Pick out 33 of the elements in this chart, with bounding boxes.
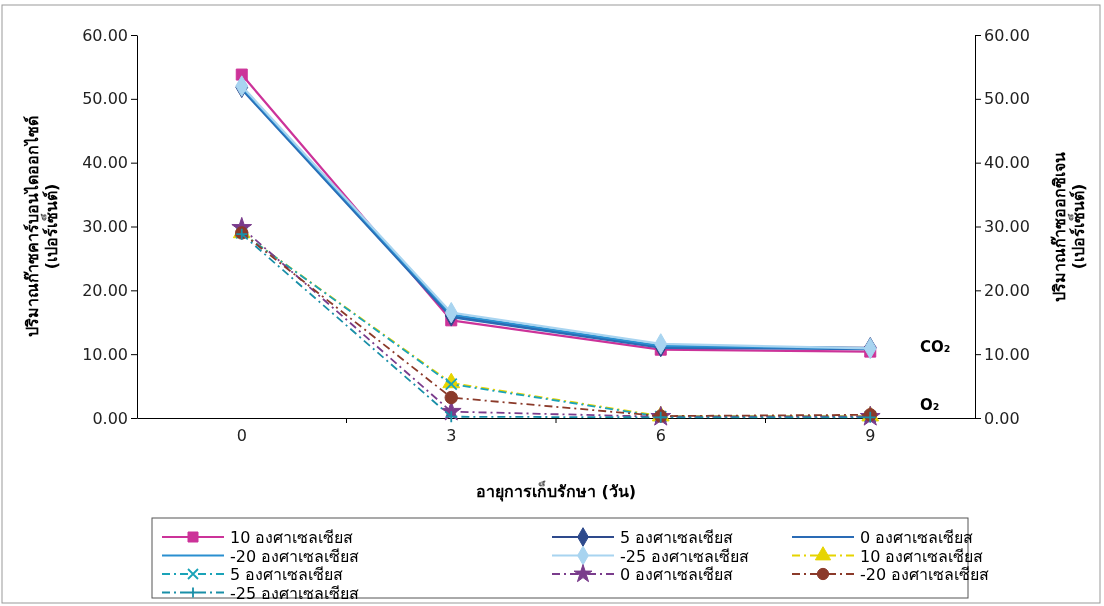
y2-tick-label: 20.00: [984, 280, 1030, 300]
y-tick-label: 20.00: [82, 280, 128, 300]
legend-label: -25 องศาเซลเซียส: [230, 583, 360, 603]
x-tick-label: 0: [236, 426, 247, 446]
y2-axis-title: ปริมาณก๊าซออกซิเจน (เปอร์เซ็นต์): [1050, 151, 1089, 302]
y-tick-label: 10.00: [82, 344, 128, 364]
y-tick-label: 0.00: [92, 408, 128, 428]
legend-label: -20 องศาเซลเซียส: [860, 565, 990, 584]
y-tick-label: 40.00: [82, 153, 128, 173]
y2-tick-label: 0.00: [984, 408, 1020, 428]
y-tick-label: 30.00: [82, 217, 128, 237]
y-tick-label: 50.00: [82, 89, 128, 109]
legend-label: -25 องศาเซลเซียส: [620, 546, 750, 566]
legend-label: -20 องศาเซลเซียส: [230, 546, 360, 566]
annotation: CO₂: [920, 338, 951, 356]
x-tick-label: 3: [446, 426, 457, 446]
annotation: O₂: [920, 396, 940, 414]
legend-label: 10 องศาเซลเซียส: [860, 546, 984, 566]
legend-label: 0 องศาเซลเซียส: [860, 528, 974, 547]
legend-label: 5 องศาเซลเซียส: [230, 565, 344, 584]
y-axis-title: ปริมาณก๊าซคาร์บอนไดออกไซด์ (เปอร์เซ็นต์): [23, 116, 62, 337]
legend-label: 0 องศาเซลเซียส: [620, 565, 734, 584]
x-tick-label: 9: [865, 426, 876, 446]
y2-tick-label: 40.00: [984, 153, 1030, 173]
y2-tick-label: 60.00: [984, 25, 1030, 45]
y-tick-label: 60.00: [82, 25, 128, 45]
y2-tick-label: 30.00: [984, 217, 1030, 237]
y2-tick-label: 10.00: [984, 344, 1030, 364]
y2-tick-label: 50.00: [984, 89, 1030, 109]
legend-label: 5 องศาเซลเซียส: [620, 528, 734, 547]
x-tick-label: 6: [655, 426, 666, 446]
legend-label: 10 องศาเซลเซียส: [230, 528, 354, 547]
x-axis-title: อายุการเก็บรักษา (วัน): [475, 480, 637, 502]
